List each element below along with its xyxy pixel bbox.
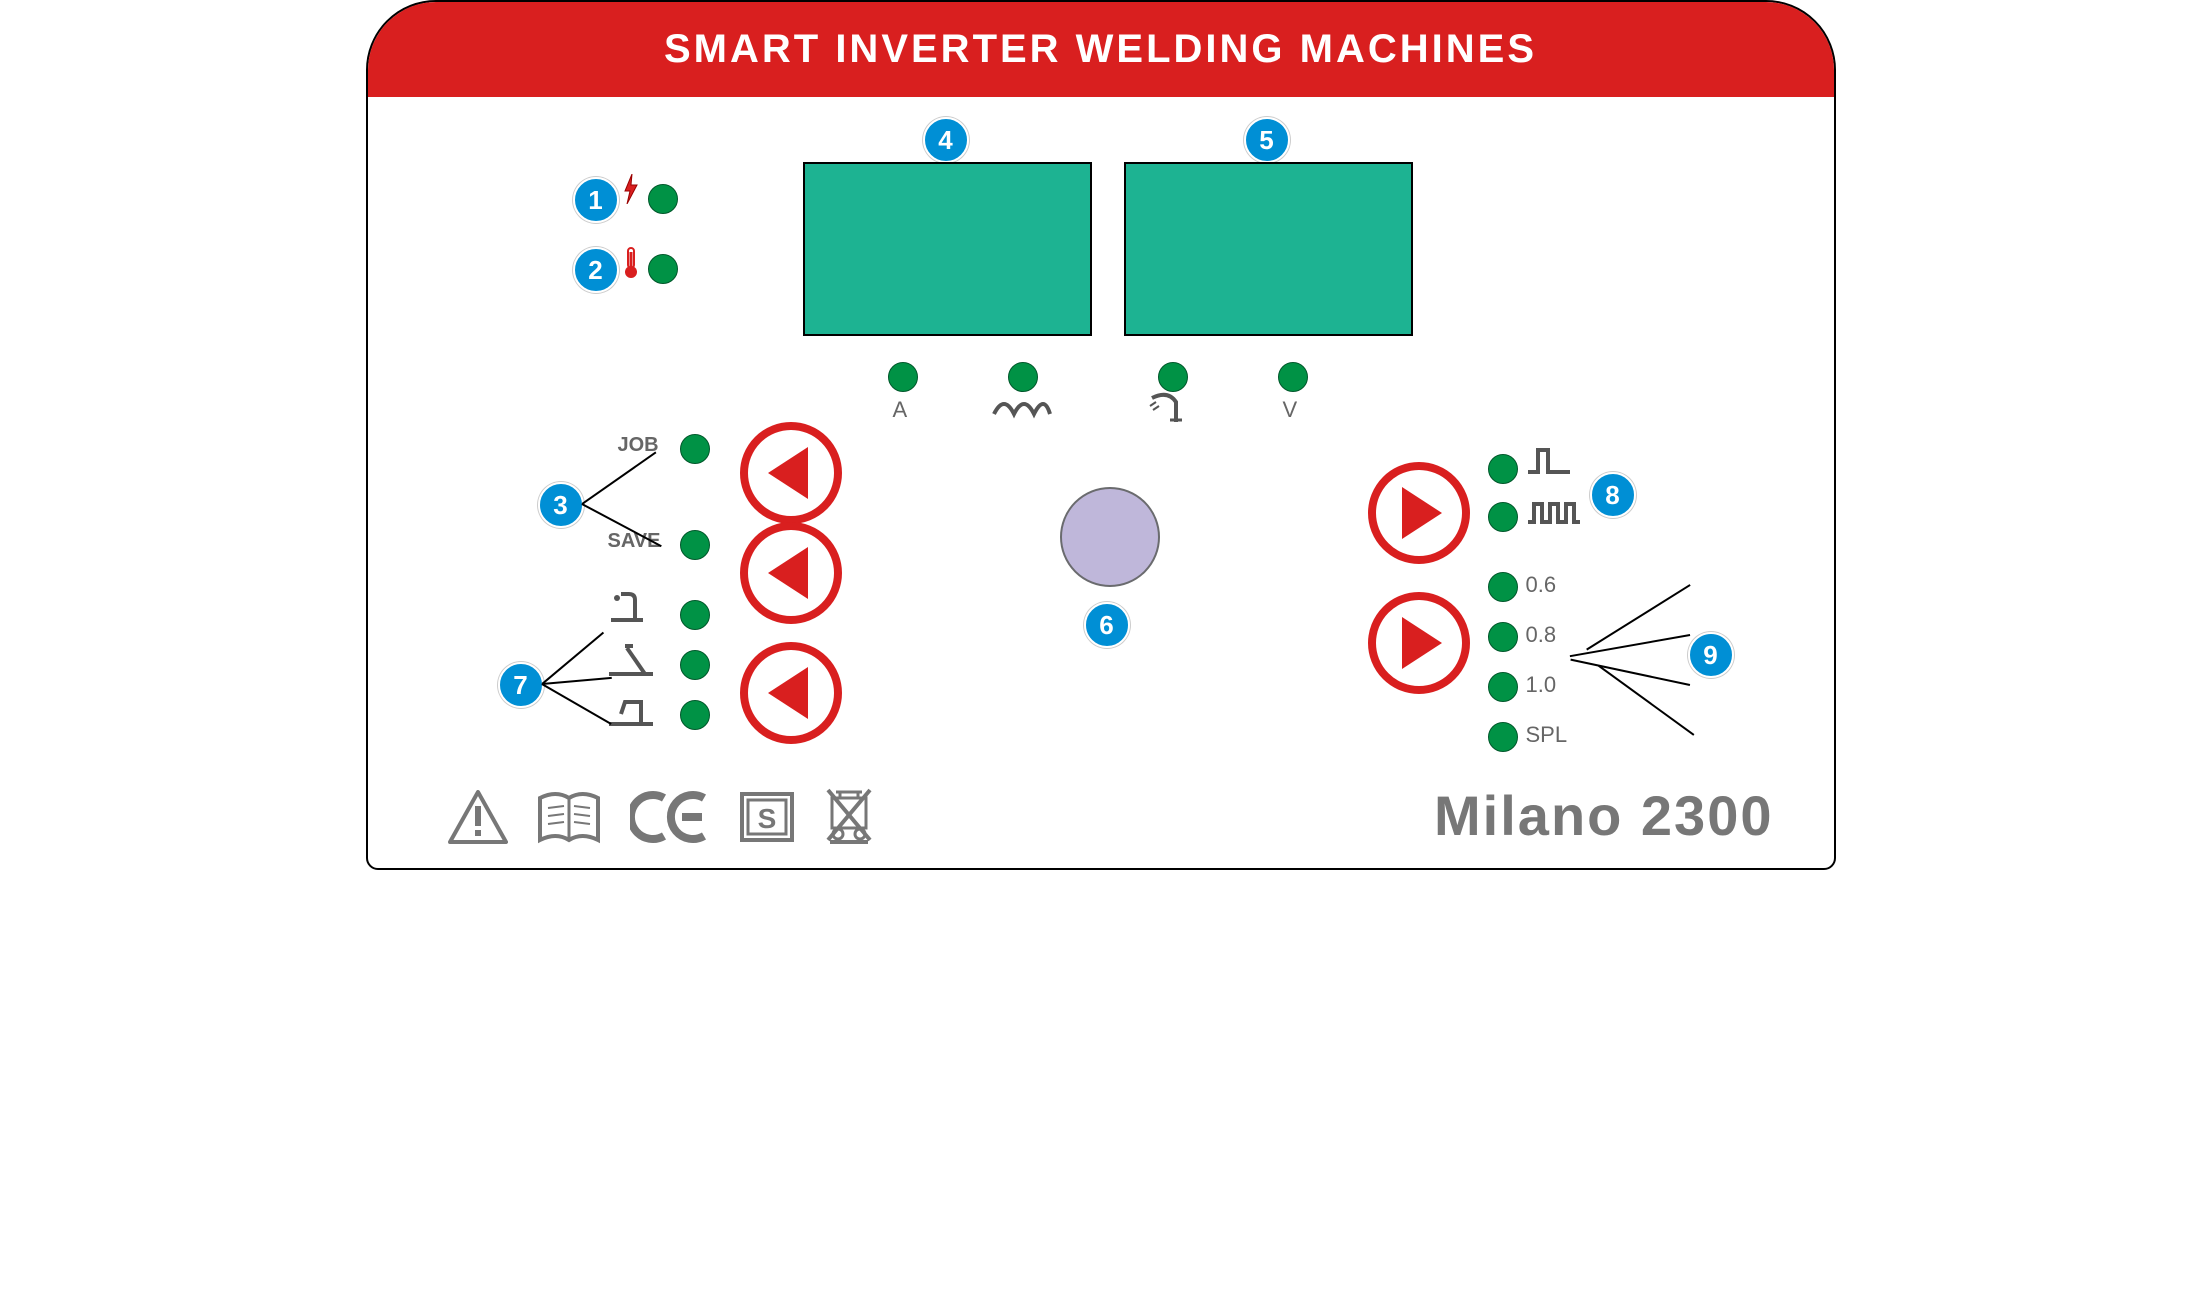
weee-icon	[824, 784, 874, 844]
left-arrow-button-2[interactable]	[740, 522, 842, 624]
tig-icon	[605, 690, 659, 735]
label-wire-spl: SPL	[1526, 722, 1568, 748]
callout-8: 8	[1590, 472, 1636, 518]
label-wire-0-6: 0.6	[1526, 572, 1557, 598]
mode-2t-icon	[1526, 442, 1572, 483]
right-arrow-button-1[interactable]	[1368, 462, 1470, 564]
warning-icon	[448, 790, 508, 844]
led-stick	[680, 650, 710, 680]
led-mode-4t	[1488, 502, 1518, 532]
label-amps: A	[893, 397, 908, 423]
s-mark-icon: S	[738, 790, 796, 844]
callout-7: 7	[498, 662, 544, 708]
left-arrow-button-1[interactable]	[740, 422, 842, 524]
led-wire-0-6	[1488, 572, 1518, 602]
callout-4: 4	[923, 117, 969, 163]
callout-1: 1	[573, 177, 619, 223]
label-volts: V	[1283, 397, 1298, 423]
model-label: Milano 2300	[1434, 783, 1773, 848]
display-right	[1124, 162, 1413, 336]
wirefeed-icon	[1146, 392, 1196, 431]
led-wire-spl	[1488, 722, 1518, 752]
lightning-icon	[622, 174, 640, 209]
inductance-icon	[992, 394, 1052, 425]
manual-icon	[536, 790, 602, 844]
callout-2: 2	[573, 247, 619, 293]
led-wire-1-0	[1488, 672, 1518, 702]
mode-4t-icon	[1526, 492, 1582, 533]
callout-6: 6	[1084, 602, 1130, 648]
mig-icon	[605, 590, 659, 635]
led-power	[648, 184, 678, 214]
led-tig	[680, 700, 710, 730]
svg-text:S: S	[757, 803, 776, 834]
led-mig	[680, 600, 710, 630]
label-wire-1-0: 1.0	[1526, 672, 1557, 698]
ce-icon	[630, 790, 710, 844]
stick-icon	[605, 640, 659, 685]
header-title: SMART INVERTER WELDING MACHINES	[664, 27, 1537, 72]
label-wire-0-8: 0.8	[1526, 622, 1557, 648]
led-thermal	[648, 254, 678, 284]
led-wire-0-8	[1488, 622, 1518, 652]
control-panel: SMART INVERTER WELDING MACHINES 4 5 1 2 …	[366, 0, 1836, 870]
led-amps	[888, 362, 918, 392]
thermometer-icon	[622, 246, 640, 285]
callout-9: 9	[1688, 632, 1734, 678]
callout-5: 5	[1244, 117, 1290, 163]
callout-3: 3	[538, 482, 584, 528]
led-inductance	[1008, 362, 1038, 392]
led-save	[680, 530, 710, 560]
display-left	[803, 162, 1092, 336]
rotary-knob[interactable]	[1060, 487, 1160, 587]
led-volts	[1278, 362, 1308, 392]
led-mode-2t	[1488, 454, 1518, 484]
led-job	[680, 434, 710, 464]
left-arrow-button-3[interactable]	[740, 642, 842, 744]
right-arrow-button-2[interactable]	[1368, 592, 1470, 694]
compliance-icons: S	[448, 784, 874, 844]
header-bar: SMART INVERTER WELDING MACHINES	[368, 2, 1834, 97]
led-wirefeed	[1158, 362, 1188, 392]
